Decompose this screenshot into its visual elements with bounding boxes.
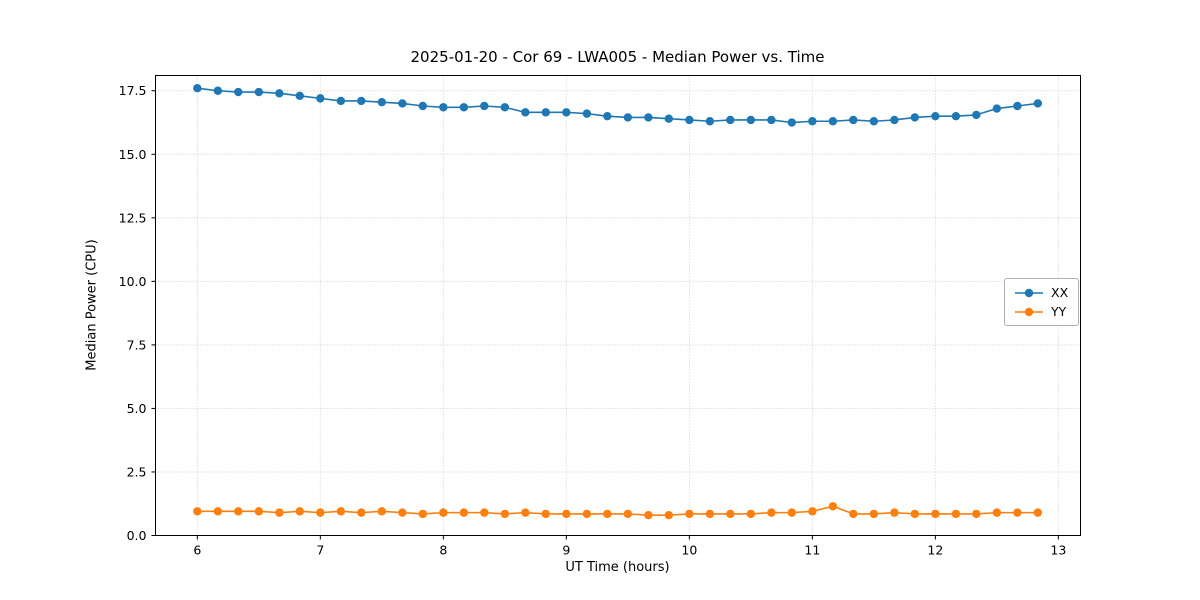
svg-text:12.5: 12.5 xyxy=(119,210,147,225)
svg-text:12: 12 xyxy=(927,543,943,558)
svg-text:6: 6 xyxy=(193,543,201,558)
svg-text:11: 11 xyxy=(804,543,820,558)
legend-item-yy: YY xyxy=(1013,304,1068,319)
svg-text:15.0: 15.0 xyxy=(119,147,147,162)
svg-text:9: 9 xyxy=(562,543,570,558)
svg-text:8: 8 xyxy=(439,543,447,558)
legend-marker-xx-icon xyxy=(1013,286,1045,300)
svg-text:10.0: 10.0 xyxy=(119,274,147,289)
legend-item-xx: XX xyxy=(1013,285,1068,300)
svg-text:7.5: 7.5 xyxy=(127,337,147,352)
x-axis-label: UT Time (hours) xyxy=(565,560,670,575)
legend-label-yy: YY xyxy=(1051,304,1067,319)
svg-text:7: 7 xyxy=(316,543,324,558)
svg-text:5.0: 5.0 xyxy=(127,401,147,416)
svg-text:0.0: 0.0 xyxy=(127,528,147,543)
y-axis-label: Median Power (CPU) xyxy=(84,239,100,371)
legend: XX YY xyxy=(1004,278,1080,326)
svg-text:13: 13 xyxy=(1050,543,1066,558)
svg-text:2.5: 2.5 xyxy=(127,464,147,479)
svg-text:17.5: 17.5 xyxy=(119,83,147,98)
legend-label-xx: XX xyxy=(1051,285,1069,300)
chart-title: 2025-01-20 - Cor 69 - LWA005 - Median Po… xyxy=(410,48,825,66)
svg-text:10: 10 xyxy=(681,543,697,558)
legend-marker-yy-icon xyxy=(1013,305,1045,319)
